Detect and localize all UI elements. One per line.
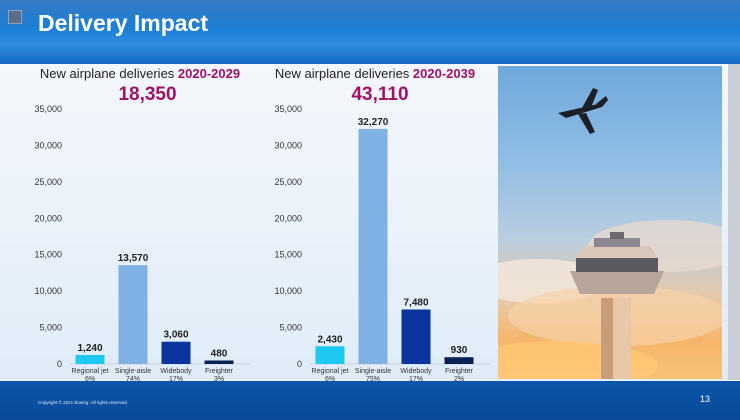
chart-1-heading-prefix: New airplane deliveries (39, 66, 178, 81)
chart-1-heading: New airplane deliveries 2020-2029 (20, 66, 260, 81)
chart-2-heading: New airplane deliveries 2020-2039 (255, 66, 495, 81)
y-tick-label: 5,000 (279, 323, 302, 333)
chart-2-total: 43,110 (351, 84, 409, 105)
bar-4 (444, 357, 474, 364)
x-share-label: 3% (214, 376, 224, 383)
x-category-label: Regional jet (312, 368, 349, 375)
control-tower (570, 232, 664, 379)
y-tick-label: 20,000 (274, 213, 302, 223)
x-category-label: Single-aisle (115, 368, 151, 375)
footer-bar: Copyright © 2021 Boeing. All rights rese… (0, 381, 740, 420)
y-tick-label: 25,000 (34, 177, 62, 187)
y-tick-label: 25,000 (274, 177, 302, 187)
chart-2-heading-years: 2020-2039 (412, 66, 476, 81)
slide-menu-icon[interactable] (8, 10, 22, 24)
x-share-label: 6% (325, 376, 335, 383)
bar-value-label: 7,480 (403, 298, 428, 309)
chart-2: 0 5,000 10,000 15,000 20,000 25,000 30,000 35,0… (274, 104, 490, 383)
y-tick-label: 15,000 (34, 250, 62, 260)
y-tick-label: 15,000 (274, 250, 302, 260)
airplane-icon (558, 88, 608, 134)
bar-1 (315, 346, 345, 364)
bar-value-label: 480 (211, 349, 228, 360)
scroll-edge (728, 64, 740, 380)
chart-1: 0 5,000 10,000 15,000 20,000 25,000 30,000 35,0… (34, 104, 250, 383)
y-tick-label: 0 (297, 359, 302, 369)
bar-value-label: 13,570 (118, 253, 149, 264)
x-category-label: Widebody (160, 368, 192, 375)
y-tick-label: 0 (57, 359, 62, 369)
x-share-label: 75% (366, 376, 380, 383)
page-number: 13 (700, 394, 711, 404)
bar-3 (161, 341, 191, 364)
x-category-label: Regional jet (72, 368, 109, 375)
chart-1-heading-years: 2020-2029 (177, 66, 241, 81)
chart-1-total: 18,350 (118, 84, 177, 105)
slide-title: Delivery Impact (38, 10, 209, 36)
y-tick-label: 5,000 (39, 323, 62, 333)
y-tick-label: 10,000 (274, 286, 302, 296)
x-category-label: Single-aisle (355, 368, 391, 375)
bar-3 (401, 309, 431, 364)
bar-4 (204, 360, 234, 364)
x-category-label: Freighter (205, 368, 234, 375)
x-category-label: Widebody (400, 368, 432, 375)
x-share-label: 74% (126, 376, 140, 383)
chart-2-heading-prefix: New airplane deliveries (274, 66, 413, 81)
copyright-text: Copyright © 2021 Boeing. All rights rese… (38, 400, 128, 405)
bar-value-label: 3,060 (163, 330, 188, 341)
y-tick-label: 30,000 (34, 140, 62, 150)
x-category-label: Freighter (445, 368, 474, 375)
bar-2 (118, 265, 148, 364)
bar-1 (75, 354, 105, 364)
x-share-label: 2% (454, 376, 464, 383)
y-tick-label: 30,000 (274, 140, 302, 150)
x-share-label: 17% (169, 376, 183, 383)
title-bar-gloss (0, 0, 740, 30)
y-tick-label: 20,000 (34, 213, 62, 223)
x-share-label: 6% (85, 376, 95, 383)
bar-value-label: 32,270 (358, 117, 389, 128)
title-bar: Delivery Impact (0, 0, 740, 64)
airport-photo-art (498, 88, 722, 379)
bar-2 (358, 128, 388, 364)
y-tick-label: 35,000 (274, 104, 302, 114)
bar-value-label: 1,240 (77, 343, 102, 354)
airport-photo (498, 66, 722, 379)
bar-value-label: 2,430 (317, 334, 342, 345)
x-share-label: 17% (409, 376, 423, 383)
y-tick-label: 10,000 (34, 286, 62, 296)
bar-value-label: 930 (451, 345, 468, 356)
y-tick-label: 35,000 (34, 104, 62, 114)
